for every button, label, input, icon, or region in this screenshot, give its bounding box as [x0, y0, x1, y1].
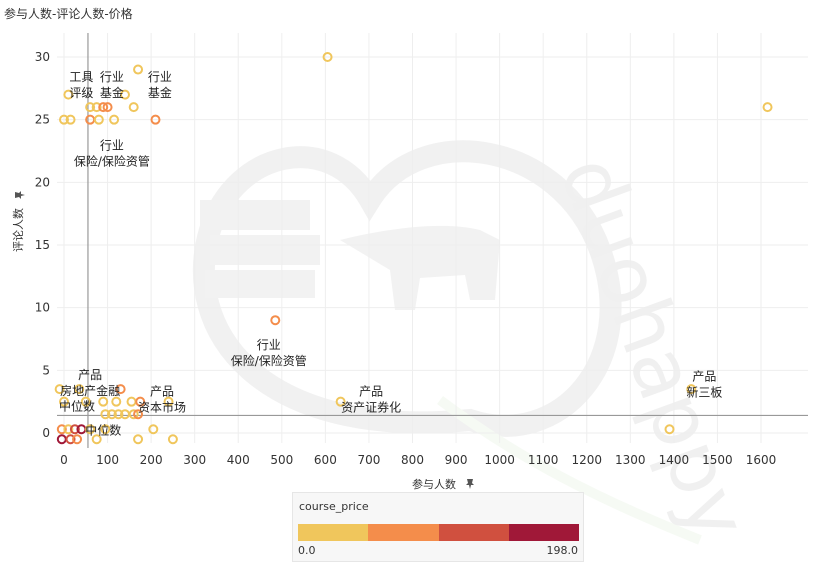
- scatter-point[interactable]: [322, 52, 333, 62]
- y-tick-label: 5: [42, 363, 50, 377]
- x-tick-label: 1100: [528, 453, 559, 467]
- legend-color-step: [298, 524, 369, 541]
- annotation-label: 产品资本市场: [138, 384, 186, 414]
- scatter-point[interactable]: [148, 424, 159, 435]
- x-tick-label: 200: [140, 453, 163, 467]
- annotation-label: 行业基金: [148, 70, 172, 100]
- x-tick-label: 100: [96, 453, 119, 467]
- scatter-point[interactable]: [133, 434, 144, 445]
- x-tick-label: 300: [183, 453, 206, 467]
- chart-title: 参与人数-评论人数-价格: [4, 7, 133, 21]
- scatter-point[interactable]: [59, 396, 69, 407]
- annotation-label: 中位数: [85, 422, 121, 437]
- scatter-point[interactable]: [128, 409, 139, 420]
- scatter-point[interactable]: [93, 114, 104, 125]
- scatter-point[interactable]: [80, 396, 91, 407]
- x-tick-label: 0: [60, 453, 68, 467]
- scatter-point[interactable]: [126, 396, 137, 407]
- duohappy-watermark: duohappy: [192, 140, 766, 552]
- x-tick-label: 1300: [615, 453, 646, 467]
- scatter-point[interactable]: [167, 434, 178, 445]
- scatter-point[interactable]: [69, 424, 80, 435]
- x-tick-label: 1000: [484, 453, 515, 467]
- legend-min-label: 0.0: [298, 544, 316, 557]
- scatter-point[interactable]: [98, 102, 109, 113]
- scatter-point[interactable]: [115, 384, 126, 395]
- legend-title: course_price: [299, 500, 369, 513]
- scatter-point[interactable]: [91, 102, 102, 113]
- scatter-point[interactable]: [98, 396, 109, 407]
- annotation-label: 行业基金: [100, 70, 124, 100]
- x-tick-label: 1500: [702, 453, 733, 467]
- x-axis-pin-icon[interactable]: [466, 479, 474, 489]
- scatter-point[interactable]: [163, 396, 174, 407]
- scatter-point[interactable]: [54, 384, 65, 395]
- y-tick-label: 15: [35, 238, 50, 252]
- y-tick-label: 0: [42, 426, 50, 440]
- scatter-point[interactable]: [85, 102, 96, 113]
- legend-color-step: [368, 524, 439, 541]
- x-tick-label: 800: [401, 453, 424, 467]
- y-tick-label: 10: [35, 301, 50, 315]
- x-tick-label: 1200: [571, 453, 602, 467]
- annotation-label: 产品新三板: [686, 369, 722, 399]
- x-tick-label: 900: [445, 453, 468, 467]
- scatter-point[interactable]: [664, 424, 675, 435]
- x-tick-label: 1400: [659, 453, 690, 467]
- scatter-point[interactable]: [74, 384, 85, 395]
- legend-max-label: 198.0: [546, 544, 579, 557]
- y-axis-title: 评论人数: [11, 208, 25, 252]
- scatter-point[interactable]: [150, 114, 161, 125]
- scatter-point[interactable]: [135, 396, 146, 407]
- legend-color-bar: [298, 524, 579, 541]
- color-legend: course_price 0.0 198.0: [292, 492, 584, 562]
- scatter-point[interactable]: [128, 102, 139, 113]
- y-tick-label: 20: [35, 175, 50, 189]
- scatter-point[interactable]: [133, 64, 144, 75]
- scatter-point[interactable]: [106, 409, 117, 420]
- svg-text:duohappy: duohappy: [542, 145, 766, 552]
- y-tick-label: 25: [35, 113, 50, 127]
- annotation-label: 产品资产证券化: [341, 384, 401, 414]
- scatter-point[interactable]: [270, 315, 281, 326]
- scatter-point[interactable]: [113, 409, 124, 420]
- annotation-label: 行业保险/保险资管: [231, 338, 307, 368]
- legend-color-step: [508, 524, 579, 541]
- x-axis-title: 参与人数: [412, 477, 456, 491]
- scatter-point[interactable]: [100, 424, 111, 435]
- annotation-label: 工具评级: [69, 70, 93, 100]
- scatter-point[interactable]: [119, 89, 130, 100]
- annotation-label: 行业保险/保险资管: [74, 139, 150, 169]
- annotation-label: 中位数: [59, 398, 95, 413]
- scatter-point[interactable]: [65, 434, 76, 445]
- scatter-point[interactable]: [109, 114, 120, 125]
- scatter-point[interactable]: [133, 409, 144, 420]
- y-axis-pin-icon[interactable]: [15, 191, 25, 199]
- x-tick-label: 400: [227, 453, 250, 467]
- scatter-point[interactable]: [56, 434, 67, 445]
- scatter-point[interactable]: [686, 384, 697, 395]
- scatter-point[interactable]: [762, 102, 773, 113]
- scatter-point[interactable]: [72, 434, 83, 445]
- scatter-point[interactable]: [59, 114, 69, 125]
- scatter-point[interactable]: [63, 424, 74, 435]
- scatter-point[interactable]: [335, 396, 346, 407]
- scatter-point[interactable]: [63, 89, 74, 100]
- scatter-point[interactable]: [65, 114, 76, 125]
- x-tick-label: 700: [357, 453, 380, 467]
- x-tick-label: 600: [314, 453, 337, 467]
- scatter-point[interactable]: [102, 102, 113, 113]
- scatter-point[interactable]: [85, 424, 96, 435]
- scatter-point[interactable]: [100, 409, 111, 420]
- scatter-point[interactable]: [56, 424, 67, 435]
- scatter-point[interactable]: [91, 434, 102, 445]
- x-tick-label: 500: [270, 453, 293, 467]
- y-tick-label: 30: [35, 50, 50, 64]
- annotation-label: 产品房地产金融: [60, 368, 120, 398]
- legend-color-step: [438, 524, 509, 541]
- x-tick-label: 1600: [746, 453, 777, 467]
- scatter-point[interactable]: [111, 396, 122, 407]
